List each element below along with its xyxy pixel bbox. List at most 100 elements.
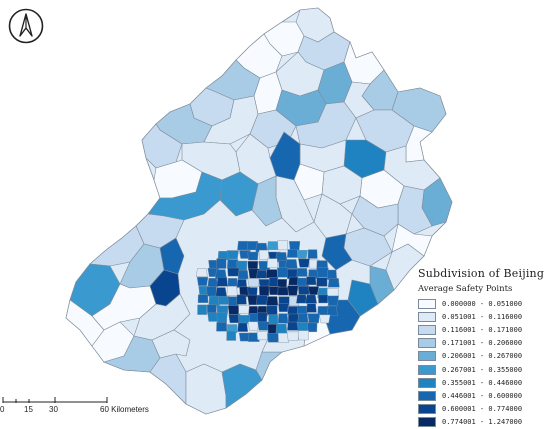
legend-item: 0.600001 - 0.774000 bbox=[418, 403, 522, 416]
urban-subdistrict bbox=[207, 277, 219, 288]
urban-subdistrict bbox=[327, 295, 339, 306]
urban-subdistrict bbox=[296, 305, 308, 316]
scale-label-60: 60 Kilometers bbox=[100, 405, 149, 414]
urban-subdistrict bbox=[256, 331, 268, 341]
urban-subdistrict bbox=[319, 314, 331, 324]
legend-label: 0.051001 - 0.116000 bbox=[442, 312, 523, 321]
urban-subdistrict bbox=[237, 270, 249, 280]
legend-item: 0.206001 - 0.267000 bbox=[418, 350, 522, 363]
urban-subdistrict bbox=[236, 279, 248, 288]
urban-subdistrict bbox=[195, 268, 208, 277]
legend-swatch bbox=[418, 324, 436, 335]
urban-subdistrict bbox=[266, 258, 278, 268]
district-polygon bbox=[351, 195, 399, 237]
urban-subdistrict bbox=[196, 276, 209, 286]
legend-label: 0.171001 - 0.206000 bbox=[442, 339, 523, 348]
urban-subdistrict bbox=[238, 315, 250, 324]
urban-subdistrict bbox=[216, 305, 229, 315]
urban-subdistrict bbox=[197, 294, 209, 303]
urban-subdistrict bbox=[277, 267, 289, 278]
urban-subdistrict bbox=[305, 276, 317, 286]
urban-subdistrict bbox=[298, 258, 310, 268]
urban-subdistrict bbox=[298, 330, 309, 341]
urban-subdistrict bbox=[227, 278, 238, 289]
urban-subdistrict bbox=[277, 286, 289, 296]
urban-subdistrict bbox=[285, 259, 298, 269]
urban-subdistrict bbox=[287, 249, 298, 258]
urban-subdistrict bbox=[247, 278, 260, 287]
urban-subdistrict bbox=[268, 277, 279, 287]
legend-swatch bbox=[418, 351, 436, 362]
urban-subdistrict bbox=[227, 267, 240, 277]
legend-item: 0.267001 - 0.355000 bbox=[418, 363, 522, 376]
urban-subdistrict bbox=[277, 313, 289, 324]
urban-core-subdistricts bbox=[195, 240, 340, 343]
urban-subdistrict bbox=[227, 305, 240, 315]
urban-subdistrict bbox=[247, 251, 259, 261]
urban-subdistrict bbox=[257, 312, 268, 323]
legend-item: 0.446001 - 0.600000 bbox=[418, 389, 522, 402]
urban-subdistrict bbox=[296, 250, 308, 259]
legend-label: 0.600001 - 0.774000 bbox=[442, 405, 523, 414]
urban-subdistrict bbox=[238, 332, 250, 342]
urban-subdistrict bbox=[277, 332, 290, 343]
legend-item: 0.000000 - 0.051000 bbox=[418, 297, 522, 310]
urban-subdistrict bbox=[208, 295, 220, 307]
district-polygon bbox=[321, 233, 353, 271]
urban-subdistrict bbox=[306, 303, 317, 313]
urban-subdistrict bbox=[296, 294, 308, 304]
district-polygon bbox=[391, 223, 433, 257]
legend-swatch bbox=[418, 364, 436, 375]
urban-subdistrict bbox=[265, 269, 278, 279]
urban-subdistrict bbox=[307, 249, 318, 259]
legend-item: 0.116001 - 0.171000 bbox=[418, 323, 522, 336]
urban-subdistrict bbox=[238, 305, 250, 314]
urban-subdistrict bbox=[216, 258, 227, 269]
urban-subdistrict bbox=[197, 304, 207, 315]
urban-subdistrict bbox=[256, 295, 269, 305]
urban-subdistrict bbox=[278, 303, 289, 313]
legend-subtitle: Average Safety Points bbox=[418, 284, 513, 294]
urban-subdistrict bbox=[247, 321, 259, 331]
urban-subdistrict bbox=[275, 323, 288, 334]
scale-label-0: 0 bbox=[0, 405, 5, 414]
district-polygon bbox=[151, 329, 191, 359]
legend: 0.000000 - 0.051000 0.051001 - 0.116000 … bbox=[418, 297, 522, 429]
urban-subdistrict bbox=[257, 321, 270, 331]
urban-subdistrict bbox=[287, 306, 299, 315]
legend-label: 0.355001 - 0.446000 bbox=[442, 378, 523, 387]
scale-label-30: 30 bbox=[49, 405, 58, 414]
legend-item: 0.355001 - 0.446000 bbox=[418, 376, 522, 389]
urban-subdistrict bbox=[327, 288, 339, 297]
urban-subdistrict bbox=[287, 285, 299, 296]
urban-subdistrict bbox=[236, 294, 247, 305]
district-polygon bbox=[293, 163, 325, 201]
urban-subdistrict bbox=[216, 277, 228, 287]
urban-subdistrict bbox=[305, 294, 317, 304]
urban-subdistrict bbox=[316, 277, 328, 287]
urban-subdistrict bbox=[226, 286, 238, 296]
legend-item: 0.774001 - 1.247000 bbox=[418, 416, 522, 429]
legend-swatch bbox=[418, 338, 436, 349]
urban-subdistrict bbox=[266, 305, 278, 315]
urban-subdistrict bbox=[327, 278, 340, 288]
urban-subdistrict bbox=[268, 314, 279, 325]
urban-subdistrict bbox=[297, 313, 309, 323]
urban-subdistrict bbox=[286, 331, 300, 341]
legend-label: 0.206001 - 0.267000 bbox=[442, 352, 523, 361]
legend-label: 0.267001 - 0.355000 bbox=[442, 365, 523, 374]
urban-subdistrict bbox=[258, 285, 270, 296]
district-polygon bbox=[141, 123, 183, 169]
urban-subdistrict bbox=[318, 294, 328, 304]
north-arrow-icon bbox=[8, 8, 44, 44]
urban-subdistrict bbox=[288, 241, 301, 251]
urban-subdistrict bbox=[308, 286, 319, 295]
urban-subdistrict bbox=[256, 269, 268, 279]
urban-subdistrict bbox=[206, 286, 217, 297]
legend-swatch bbox=[418, 404, 436, 415]
district-polygon bbox=[221, 363, 263, 409]
urban-subdistrict bbox=[226, 330, 237, 341]
legend-label: 0.446001 - 0.600000 bbox=[442, 391, 523, 400]
urban-subdistrict bbox=[258, 249, 269, 260]
urban-subdistrict bbox=[307, 313, 320, 324]
